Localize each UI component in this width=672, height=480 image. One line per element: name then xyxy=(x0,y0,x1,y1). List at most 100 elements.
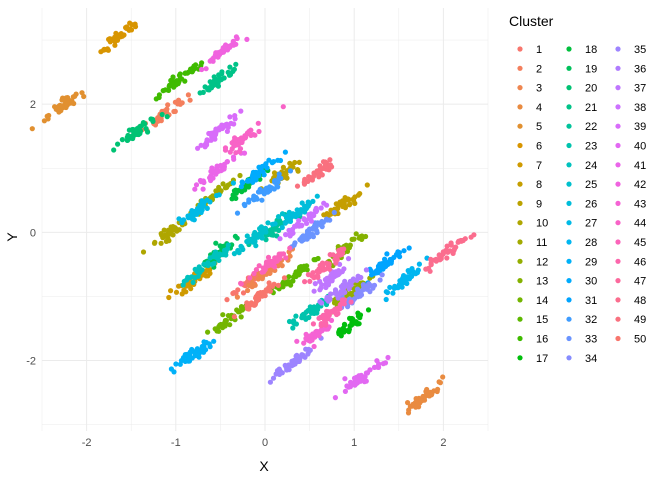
data-point xyxy=(277,236,283,242)
data-point xyxy=(381,265,387,271)
data-point xyxy=(348,322,354,328)
data-point xyxy=(55,105,61,111)
data-point xyxy=(406,245,412,251)
data-point xyxy=(259,197,265,203)
data-point xyxy=(311,288,317,294)
data-point xyxy=(188,286,194,292)
data-point xyxy=(224,297,230,303)
data-point xyxy=(209,81,216,87)
tick-labels: -2 -1 0 1 2 -2 0 2 xyxy=(26,99,446,449)
data-point xyxy=(345,196,352,202)
data-point xyxy=(112,34,118,40)
data-point xyxy=(119,137,125,143)
data-point xyxy=(222,43,228,49)
data-point xyxy=(173,361,179,367)
legend-key xyxy=(566,355,572,361)
data-point xyxy=(208,137,214,143)
legend-label: 18 xyxy=(585,44,597,56)
data-point xyxy=(365,307,372,313)
legend-key xyxy=(615,258,621,264)
data-point xyxy=(384,251,390,257)
data-point xyxy=(194,347,200,353)
data-point xyxy=(370,285,376,291)
data-point xyxy=(352,200,358,206)
data-point xyxy=(56,109,62,115)
data-point xyxy=(245,304,251,310)
data-point xyxy=(59,97,65,103)
data-point xyxy=(318,321,324,327)
data-point xyxy=(202,144,208,150)
data-point xyxy=(307,333,313,339)
data-point xyxy=(182,78,188,84)
data-point xyxy=(306,212,312,218)
data-point xyxy=(244,36,250,43)
data-point xyxy=(301,263,307,269)
data-point xyxy=(278,175,284,181)
data-point xyxy=(455,239,461,245)
data-point xyxy=(201,339,207,345)
data-point xyxy=(323,322,329,328)
data-point xyxy=(308,337,314,343)
data-point xyxy=(346,202,353,208)
legend-label: 6 xyxy=(536,141,542,153)
data-point xyxy=(357,315,363,321)
legend-label: 25 xyxy=(585,179,597,191)
legend-label: 16 xyxy=(536,334,548,346)
data-point xyxy=(349,236,355,242)
data-point xyxy=(127,20,133,26)
data-point xyxy=(189,69,195,75)
legend-key xyxy=(615,200,621,206)
data-point xyxy=(238,314,244,320)
data-point xyxy=(305,272,311,278)
data-point xyxy=(322,159,328,165)
data-point xyxy=(115,141,121,147)
data-point xyxy=(299,200,305,206)
data-point xyxy=(206,130,212,137)
data-point xyxy=(259,231,265,237)
data-point xyxy=(212,249,219,255)
data-point xyxy=(183,289,189,295)
data-point xyxy=(440,374,446,380)
legend-label: 11 xyxy=(536,237,547,249)
legend-label: 50 xyxy=(634,334,646,346)
data-point xyxy=(175,81,181,87)
data-point xyxy=(222,145,229,151)
data-point xyxy=(187,97,193,103)
data-point xyxy=(348,299,354,305)
data-point xyxy=(244,233,250,239)
data-point xyxy=(245,239,251,245)
legend-key xyxy=(566,278,572,284)
legend-key xyxy=(615,142,621,149)
data-point xyxy=(237,172,243,179)
data-point xyxy=(230,192,236,198)
data-point xyxy=(354,286,361,292)
data-point xyxy=(248,132,254,138)
y-axis-title: Y xyxy=(4,232,20,242)
data-point xyxy=(291,320,297,327)
data-point xyxy=(301,340,307,346)
data-point xyxy=(166,294,172,301)
data-point xyxy=(240,246,246,253)
data-point xyxy=(198,142,204,148)
legend-title: Cluster xyxy=(509,13,554,29)
data-point xyxy=(206,87,212,93)
legend-key xyxy=(517,65,523,71)
data-point xyxy=(292,240,298,246)
data-point xyxy=(300,352,306,358)
data-point xyxy=(156,94,162,101)
legend-key xyxy=(566,335,572,342)
data-point xyxy=(445,249,451,255)
legend-label: 33 xyxy=(585,334,597,346)
data-point xyxy=(255,276,261,282)
legend-key xyxy=(566,316,572,322)
data-point xyxy=(275,256,281,262)
data-point xyxy=(211,74,217,80)
data-point xyxy=(285,213,291,219)
data-point xyxy=(63,104,69,111)
data-point xyxy=(64,99,70,105)
data-point xyxy=(255,120,261,126)
legend-label: 20 xyxy=(585,83,597,95)
data-point xyxy=(312,281,318,287)
legend-key xyxy=(517,258,523,264)
